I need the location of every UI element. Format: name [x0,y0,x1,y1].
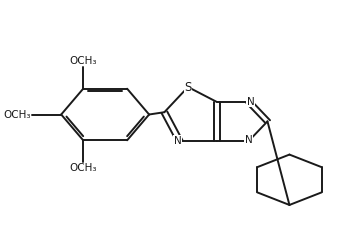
Text: OCH₃: OCH₃ [3,109,31,120]
Text: N: N [247,97,254,107]
Text: N: N [174,136,182,146]
Text: OCH₃: OCH₃ [69,56,97,66]
Text: OCH₃: OCH₃ [69,163,97,173]
Text: S: S [184,81,192,93]
Text: N: N [245,135,253,145]
